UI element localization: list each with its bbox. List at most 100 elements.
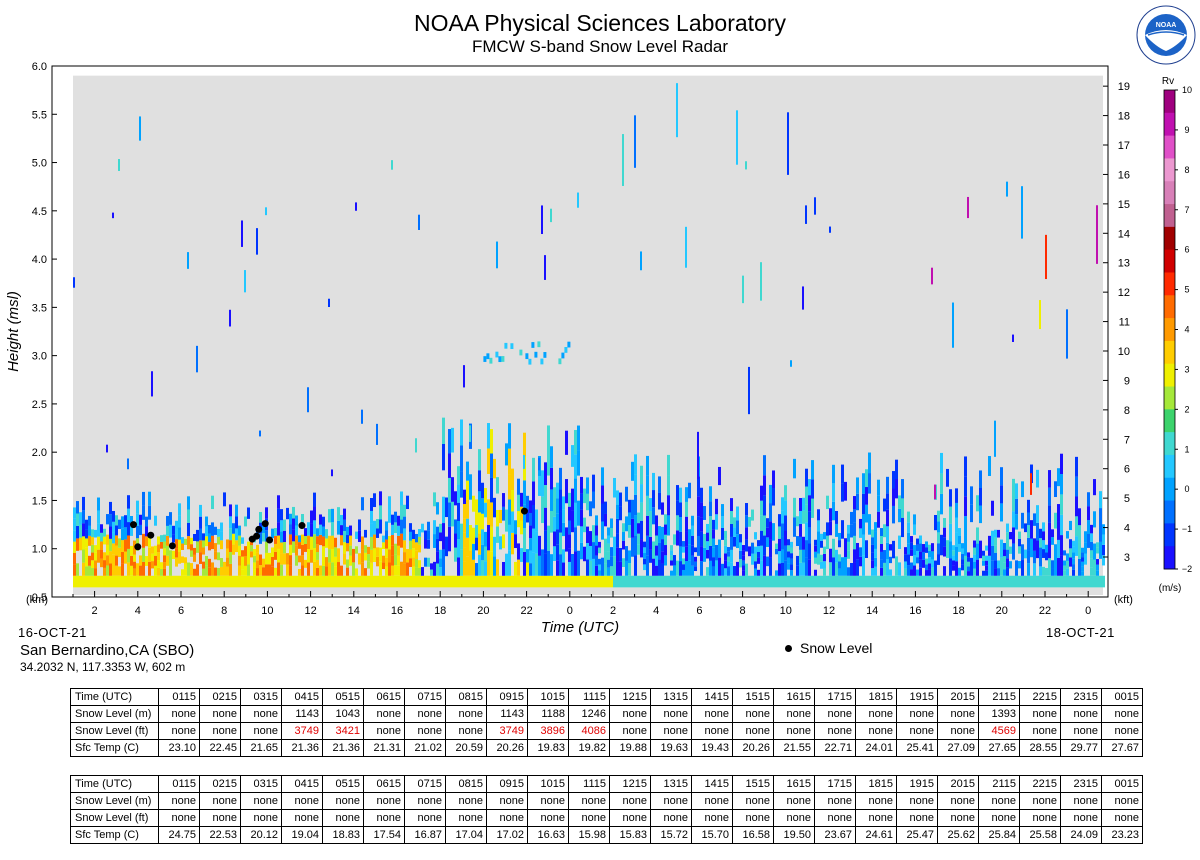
- heat-cell: [1021, 186, 1023, 239]
- heat-cell: [688, 544, 691, 561]
- heat-cell: [844, 575, 847, 588]
- heat-cell: [277, 548, 280, 563]
- heat-cell: [331, 469, 333, 477]
- heat-cell: [808, 495, 811, 512]
- heat-cell: [601, 521, 604, 540]
- heat-cell: [442, 549, 445, 576]
- heat-cell: [145, 536, 148, 547]
- heat-cell: [106, 544, 109, 556]
- heat-cell: [640, 251, 642, 271]
- heat-cell: [1075, 536, 1078, 556]
- heat-cell: [571, 510, 574, 533]
- heat-cell: [226, 557, 229, 567]
- colorbar-segment: [1164, 272, 1175, 296]
- heat-cell: [790, 360, 792, 367]
- heat-cell: [439, 549, 442, 559]
- heat-cell: [760, 485, 763, 501]
- heat-cell: [721, 527, 724, 540]
- heat-cell: [418, 536, 421, 545]
- heat-cell: [262, 558, 265, 568]
- heat-cell: [385, 548, 388, 558]
- heat-cell: [328, 575, 331, 588]
- heat-cell: [73, 552, 76, 565]
- heat-cell: [178, 575, 181, 588]
- heat-cell: [658, 542, 661, 560]
- heat-cell: [79, 524, 82, 538]
- table-cell: none: [691, 792, 733, 810]
- heat-cell: [1081, 571, 1084, 576]
- heat-cell: [907, 532, 910, 544]
- heat-cell: [919, 559, 922, 568]
- heat-cell: [586, 542, 589, 560]
- heat-cell: [496, 241, 498, 269]
- heat-cell: [250, 551, 253, 558]
- heat-cell: [1003, 556, 1006, 563]
- heat-cell: [571, 488, 574, 511]
- heat-cell: [841, 575, 844, 588]
- heat-cell: [334, 575, 337, 588]
- table-cell: none: [732, 705, 774, 723]
- heat-cell: [214, 543, 217, 552]
- heat-cell: [610, 547, 613, 557]
- colorbar-segment: [1164, 295, 1175, 319]
- heat-cell: [166, 575, 169, 588]
- heat-cell: [538, 555, 541, 576]
- heat-cell: [328, 535, 331, 550]
- table-cell: 16.87: [404, 826, 446, 844]
- heat-cell: [646, 495, 649, 516]
- heat-cell: [952, 302, 954, 348]
- heat-cell: [604, 513, 607, 527]
- heat-cell: [121, 575, 124, 588]
- heat-cell: [73, 575, 76, 588]
- table-cell: 1515: [732, 688, 774, 706]
- heat-cell: [130, 555, 133, 566]
- heat-cell: [247, 541, 250, 554]
- heat-cell: [388, 562, 391, 576]
- heat-cell: [439, 523, 442, 533]
- heat-cell: [121, 528, 124, 541]
- heat-cell: [580, 493, 583, 510]
- heat-cell: [805, 486, 808, 505]
- heat-cell: [202, 547, 205, 555]
- heat-cell: [490, 502, 493, 527]
- colorbar-tick-label: 5: [1184, 285, 1189, 295]
- heat-cell: [763, 555, 766, 576]
- heat-cell: [568, 492, 571, 507]
- heat-cell: [550, 575, 553, 588]
- heat-cell: [274, 575, 277, 588]
- heat-cell: [586, 477, 589, 494]
- heat-cell: [859, 528, 862, 538]
- heat-cell: [1003, 569, 1006, 576]
- heat-cell: [490, 453, 493, 478]
- heat-cell: [1051, 529, 1054, 538]
- heat-cell: [784, 560, 787, 576]
- heat-cell: [1102, 575, 1105, 588]
- heat-cell: [625, 546, 628, 561]
- heat-cell: [412, 548, 415, 558]
- heat-cell: [151, 561, 154, 569]
- table-cell: none: [240, 809, 282, 827]
- heat-cell: [952, 555, 955, 561]
- heat-cell: [751, 553, 754, 565]
- table-cell: 0915: [486, 688, 528, 706]
- heat-cell: [478, 533, 481, 555]
- table-row: Snow Level (ft) none none none none none none n…: [70, 809, 1143, 827]
- heat-cell: [298, 575, 301, 588]
- heat-cell: [544, 255, 546, 280]
- heat-cell: [865, 540, 868, 559]
- heat-cell: [517, 494, 520, 512]
- heat-cell: [733, 566, 736, 576]
- heat-cell: [916, 538, 919, 545]
- heat-cell: [361, 549, 364, 563]
- heat-cell: [418, 567, 421, 576]
- heat-cell: [586, 526, 589, 543]
- heat-cell: [598, 541, 601, 548]
- heat-cell: [664, 575, 667, 588]
- heat-cell: [154, 575, 157, 588]
- heat-cell: [703, 506, 706, 520]
- heat-cell: [127, 575, 130, 588]
- heat-cell: [91, 568, 94, 576]
- heat-cell: [151, 553, 154, 562]
- heat-cell: [334, 566, 337, 576]
- table-cell: none: [814, 809, 856, 827]
